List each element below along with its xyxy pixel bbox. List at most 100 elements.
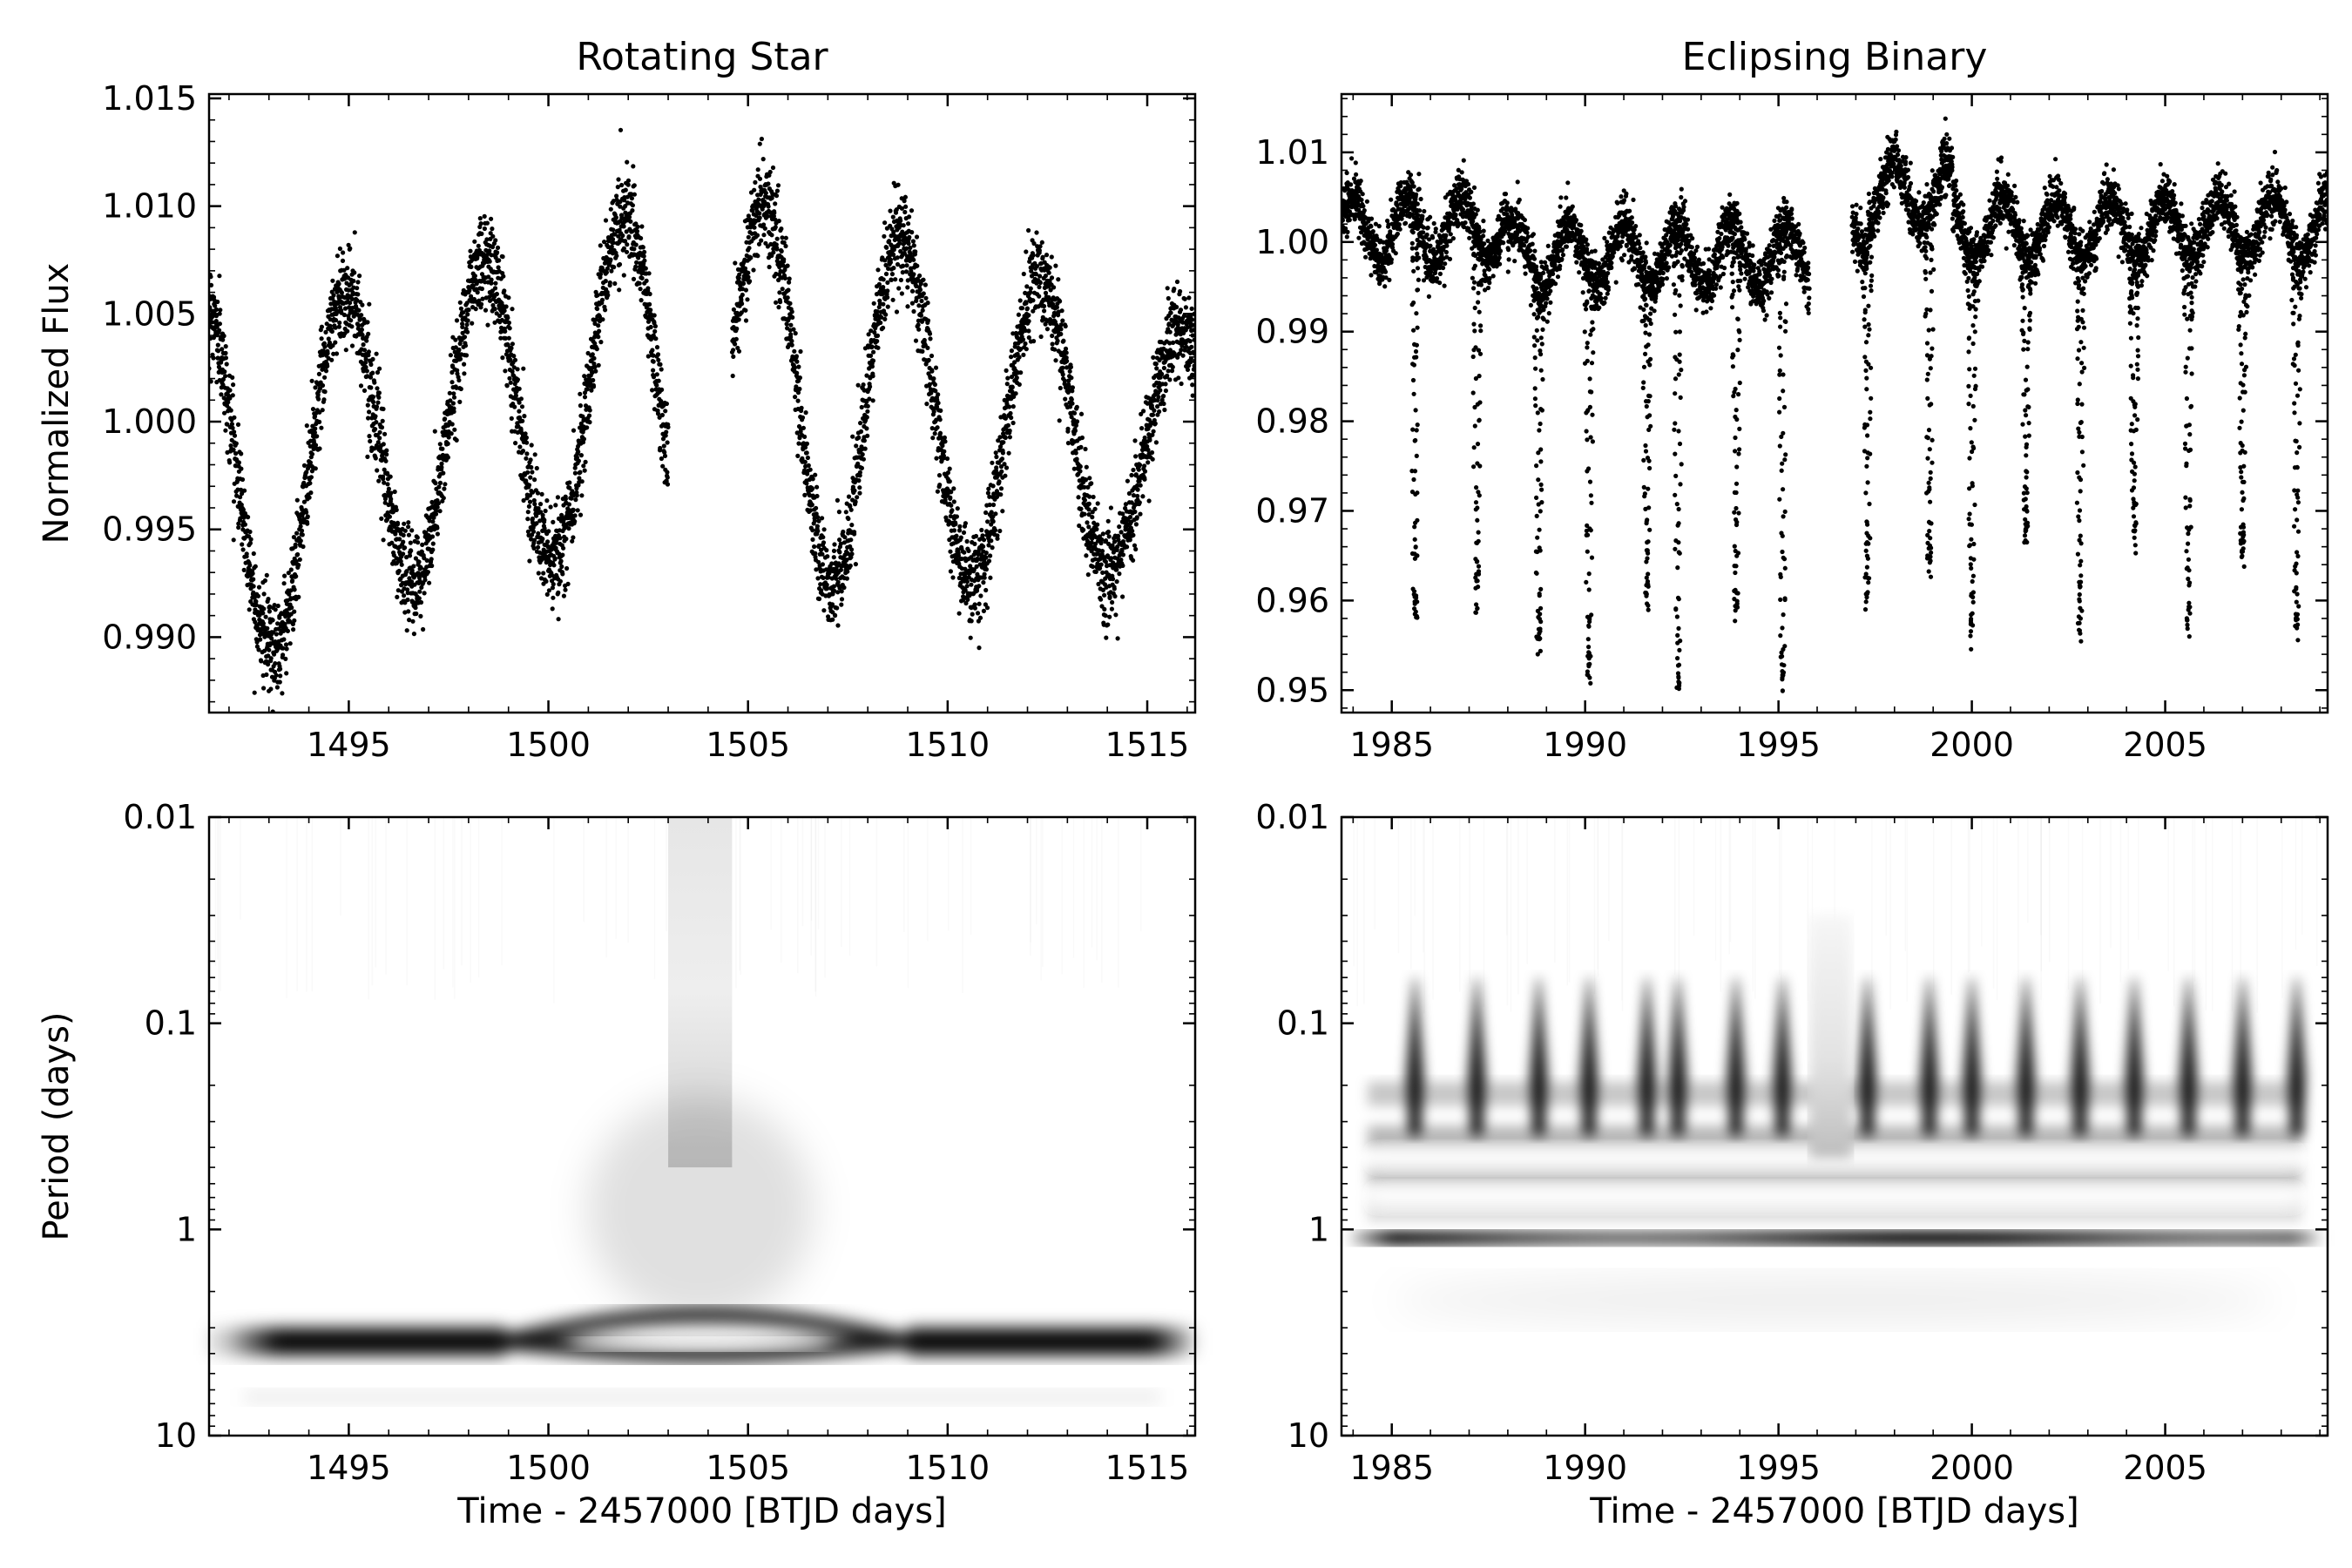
- band-cell: [686, 1307, 694, 1322]
- band-cell: [2139, 1230, 2147, 1246]
- band-cell: [2122, 1230, 2131, 1246]
- band-cell: [1761, 1230, 1769, 1246]
- band-cell: [1942, 1230, 1950, 1246]
- noise-streak: [1720, 817, 1722, 992]
- band-cell: [949, 1328, 957, 1355]
- band-cell: [1999, 1230, 2008, 1246]
- rotating-star-wavelet-xlabel: Time - 2457000 [BTJD days]: [456, 1491, 946, 1531]
- band-cell: [463, 1328, 472, 1355]
- band-cell: [908, 1328, 916, 1355]
- x-tick-label: 1990: [1543, 726, 1627, 764]
- band-cell: [1039, 1328, 1048, 1355]
- noise-streak: [1511, 817, 1512, 1011]
- band-cell: [702, 1307, 711, 1322]
- rotating-star-ylabel: Normalized Flux: [37, 263, 77, 544]
- noise-streak: [1781, 817, 1782, 1000]
- flux-points: [1339, 117, 2329, 324]
- band-cell: [1974, 1230, 1983, 1246]
- band-cell: [941, 1328, 950, 1355]
- noise-streak: [824, 817, 826, 977]
- noise-streak: [478, 817, 480, 977]
- noise-streak: [296, 817, 298, 991]
- band-cell: [1892, 1230, 1901, 1246]
- band-cell: [1736, 1230, 1745, 1246]
- noise-streak: [1554, 817, 1556, 963]
- band-cell: [1416, 1230, 1424, 1246]
- eclipsing-binary-title: Eclipsing Binary: [1682, 35, 1988, 79]
- band-cell: [2024, 1230, 2032, 1246]
- noise-streak: [1779, 817, 1781, 975]
- band-cell: [752, 1308, 760, 1324]
- band-cell: [2031, 1230, 2040, 1246]
- noise-streak: [340, 817, 341, 916]
- band-cell: [2220, 1230, 2229, 1246]
- band-cell: [719, 1308, 727, 1323]
- band-cell: [1621, 1230, 1630, 1246]
- band-cell: [2065, 1230, 2073, 1246]
- band-cell: [448, 1328, 456, 1355]
- eclipsing-binary-lightcurve: Eclipsing Binary 0.950.960.970.980.991.0…: [1255, 35, 2329, 764]
- noise-streak: [1101, 817, 1103, 983]
- noise-streak: [2192, 817, 2193, 996]
- band-cell: [348, 1328, 357, 1355]
- band-cell: [1146, 1328, 1154, 1355]
- noise-streak: [1933, 817, 1935, 992]
- noise-streak: [1997, 817, 1998, 1000]
- band-cell: [669, 1308, 678, 1323]
- band-cell: [841, 1340, 850, 1355]
- band-cell: [1727, 1230, 1736, 1246]
- band-cell: [1481, 1230, 1490, 1246]
- band-cell: [300, 1328, 308, 1355]
- noise-streak: [841, 817, 842, 947]
- noise-streak: [2232, 817, 2234, 1011]
- noise-streak: [1140, 817, 1142, 931]
- band-cell: [1449, 1230, 1457, 1246]
- noise-streak: [1597, 817, 1598, 970]
- band-cell: [1950, 1230, 1958, 1246]
- band-cell: [604, 1314, 612, 1329]
- noise-streak: [1871, 817, 1873, 998]
- band-cell: [2098, 1230, 2106, 1246]
- band-cell: [875, 1336, 883, 1352]
- harmonic-gap: [1376, 1193, 2293, 1202]
- band-cell: [390, 1328, 399, 1355]
- band-cell: [217, 1328, 226, 1355]
- x-tick-label: 1510: [905, 1449, 990, 1487]
- band-cell: [727, 1308, 735, 1323]
- band-cell: [226, 1328, 234, 1355]
- band-cell: [2180, 1230, 2188, 1246]
- band-cell: [899, 1334, 908, 1349]
- y-tick-label: 0.97: [1255, 491, 1329, 530]
- y-tick-label: 1.010: [102, 187, 197, 226]
- noise-streak: [797, 817, 799, 973]
- noise-streak: [1730, 817, 1732, 942]
- band-cell: [817, 1316, 826, 1332]
- noise-streak: [818, 817, 820, 929]
- band-cell: [1154, 1328, 1163, 1355]
- band-cell: [1555, 1230, 1564, 1246]
- x-tick-label: 1985: [1349, 726, 1434, 764]
- band-cell: [1088, 1328, 1097, 1355]
- band-cell: [1670, 1230, 1679, 1246]
- noise-streak: [2049, 817, 2051, 962]
- band-cell: [1064, 1328, 1072, 1355]
- band-cell: [834, 1340, 842, 1355]
- band-cell: [2262, 1230, 2271, 1246]
- x-tick-label: 1995: [1736, 1449, 1821, 1487]
- noise-streak: [1353, 817, 1355, 966]
- band-cell: [1497, 1230, 1506, 1246]
- noise-streak: [1040, 817, 1042, 980]
- band-cell: [357, 1328, 366, 1355]
- noise-streak: [962, 817, 963, 993]
- band-cell: [415, 1328, 423, 1355]
- noise-streak: [215, 817, 217, 965]
- x-tick-label: 1495: [307, 726, 391, 764]
- band-cell: [431, 1328, 440, 1355]
- band-cell: [1909, 1230, 1917, 1246]
- wash-band: [1368, 1164, 2301, 1188]
- band-cell: [1900, 1230, 1909, 1246]
- flux-points: [206, 128, 1197, 714]
- band-cell: [1785, 1230, 1794, 1246]
- noise-streak: [815, 817, 817, 997]
